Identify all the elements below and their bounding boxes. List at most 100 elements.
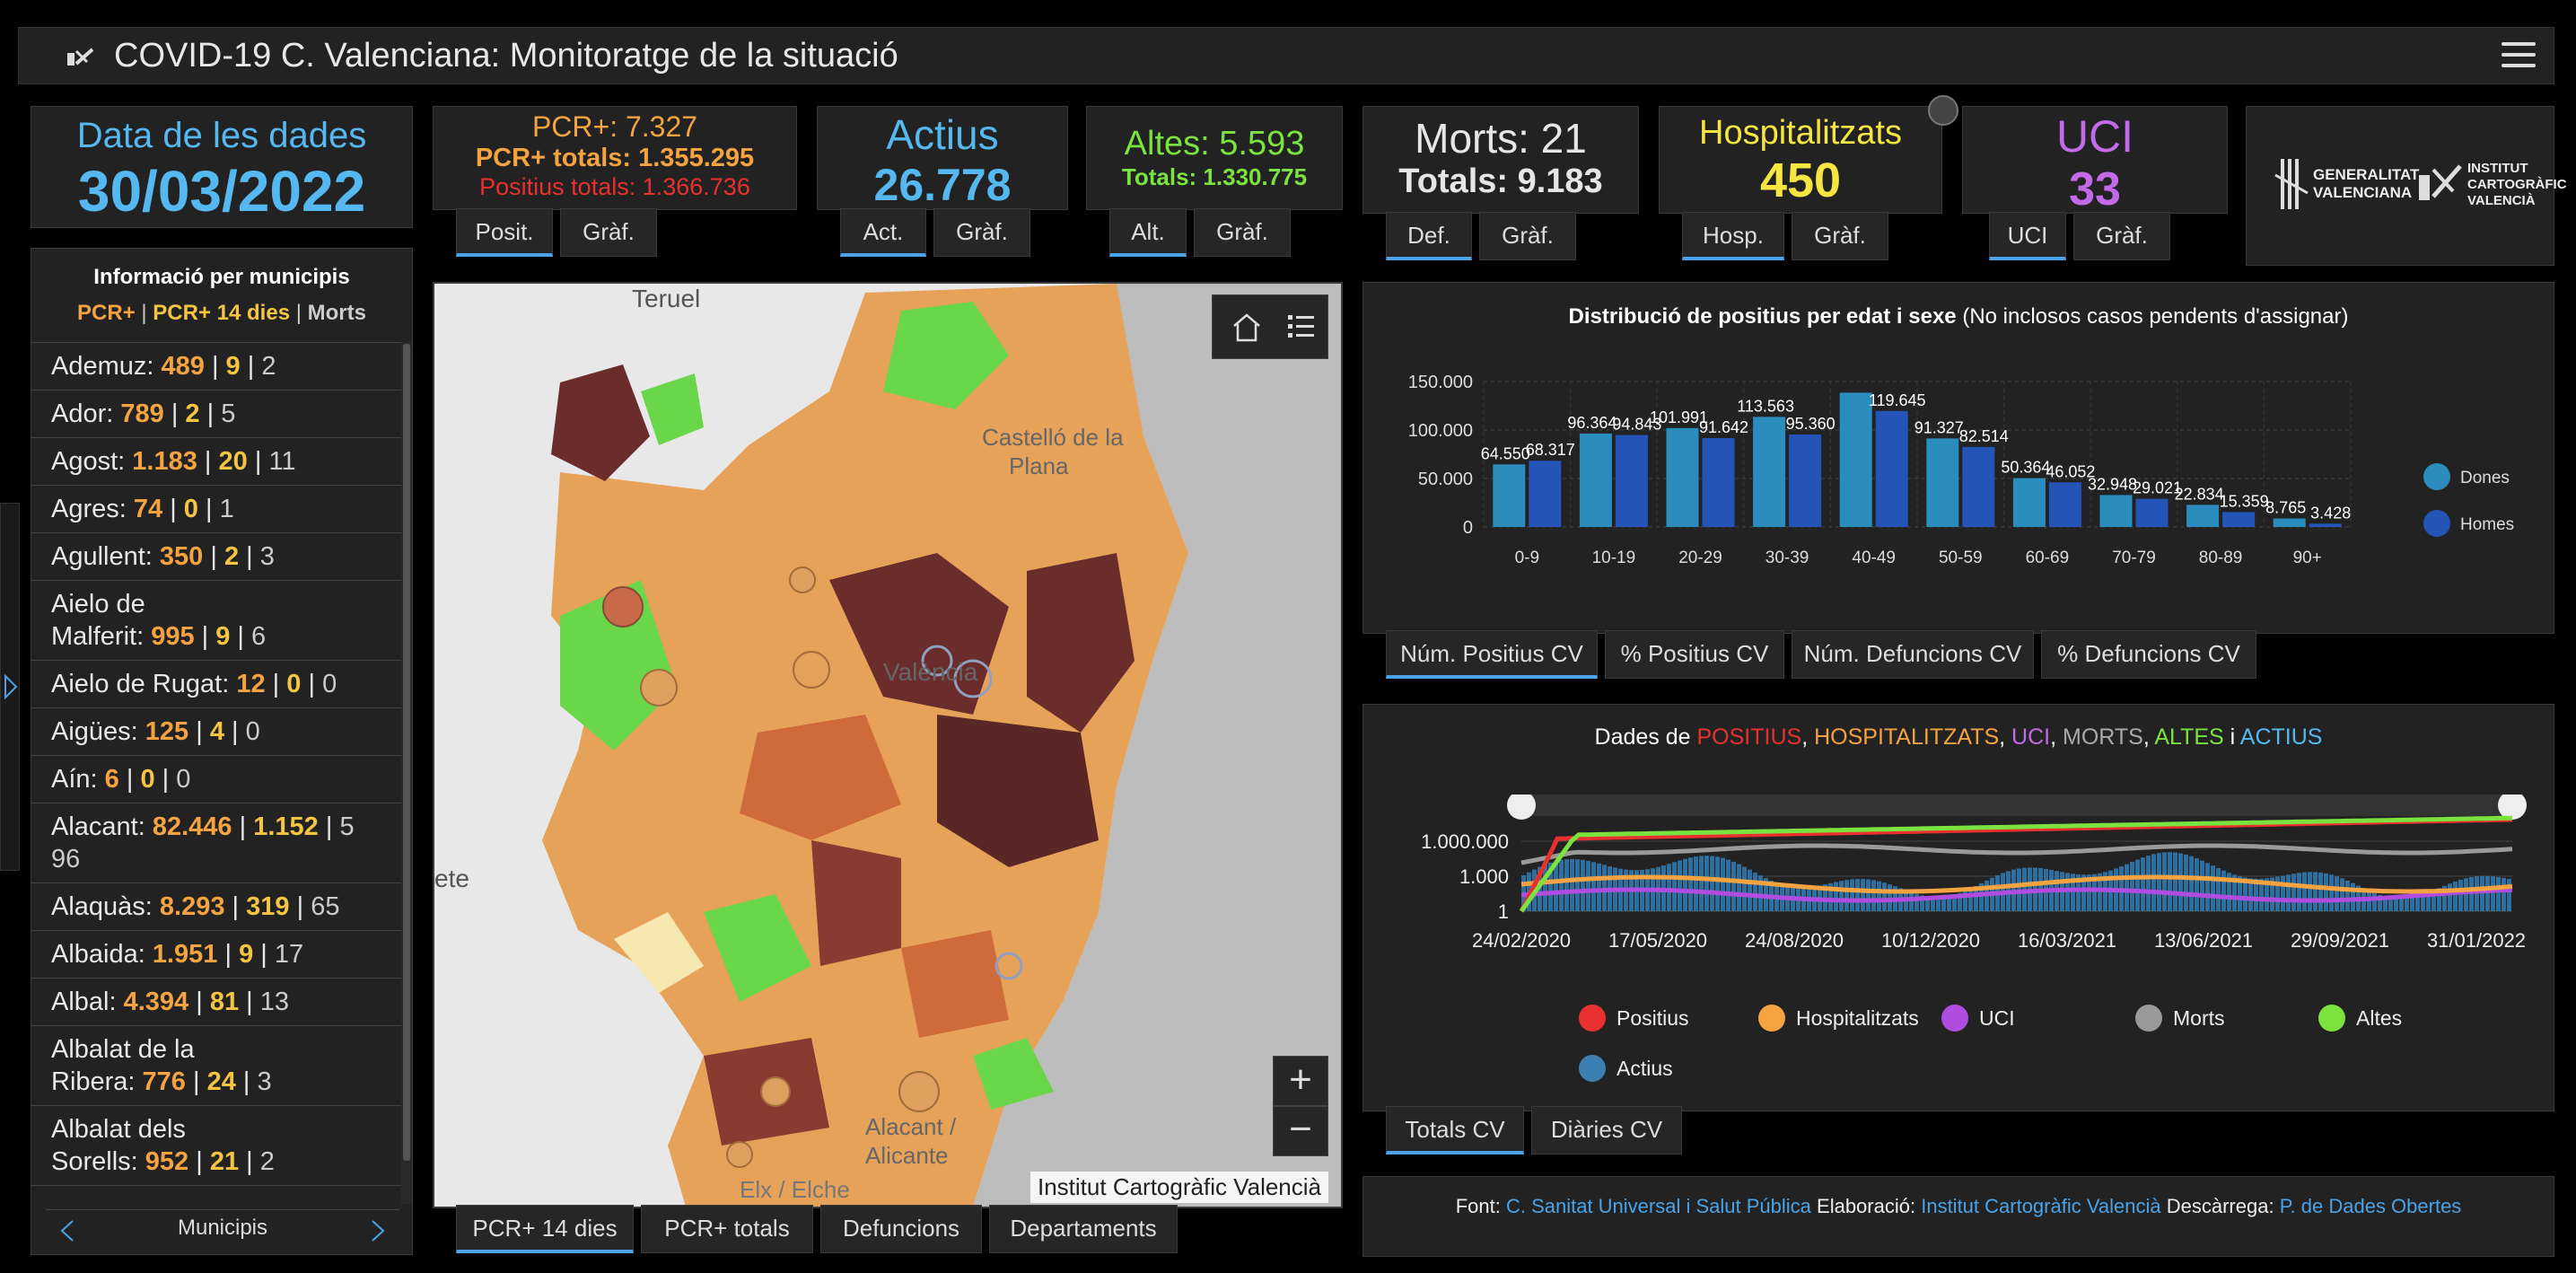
bar-homes[interactable] (2309, 523, 2342, 527)
municipi-pcr14: 9 (215, 622, 231, 651)
age-chart-tab-4[interactable]: % Defuncions CV (2041, 630, 2256, 679)
separator: | (194, 622, 216, 651)
tab-altes[interactable]: Alt. (1109, 208, 1187, 257)
legend-list-icon[interactable] (1286, 312, 1317, 342)
timeline-tab-2[interactable]: Diàries CV (1531, 1106, 1682, 1154)
municipi-row[interactable]: Aín: 6 | 0 | 0 (31, 756, 401, 803)
bar-homes[interactable] (1962, 446, 1995, 527)
legend-item-uci[interactable]: UCI (1941, 1005, 2015, 1032)
timeline-chart[interactable]: 1.000.000 1.000 1 24/02/2020 17/05/2020 24/08… (1363, 795, 2548, 956)
pcr-daily: PCR+: 7.327 (531, 110, 698, 143)
home-icon[interactable] (1231, 312, 1263, 342)
municipi-row[interactable]: Agost: 1.183 | 20 | 11 (31, 438, 401, 486)
municipi-row[interactable]: Albaida: 1.951 | 9 | 17 (31, 931, 401, 979)
font-link[interactable]: C. Sanitat Universal i Salut Pública (1505, 1195, 1811, 1217)
uci-line (1520, 887, 2513, 903)
municipi-row[interactable]: Agres: 74 | 0 | 1 (31, 486, 401, 533)
municipi-row[interactable]: Aielo de Malferit: 995 | 9 | 6 (31, 581, 401, 661)
municipi-morts: 0 (322, 670, 337, 698)
municipi-row[interactable]: Albal: 4.394 | 81 | 13 (31, 979, 401, 1026)
hamburger-menu-icon[interactable] (2502, 42, 2536, 71)
bar-dones[interactable] (2186, 505, 2220, 527)
municipis-list[interactable]: Ademuz: 489 | 9 | 2 Ador: 789 | 2 | 5 Agos… (31, 342, 401, 1205)
bar-dones[interactable] (2273, 518, 2306, 527)
elab-link[interactable]: Institut Cartogràfic Valencià (1921, 1195, 2161, 1217)
bar-homes[interactable] (2048, 482, 2081, 527)
bar-dones[interactable] (1666, 427, 1699, 527)
municipi-row[interactable]: Aigües: 125 | 4 | 0 (31, 708, 401, 756)
zoom-in-button[interactable]: + (1273, 1056, 1328, 1106)
tab-uci[interactable]: UCI (1989, 212, 2066, 260)
bar-dones[interactable] (1753, 417, 1786, 527)
map-canvas[interactable]: Teruel Castelló de la Plana València ete… (434, 284, 1341, 1207)
bar-homes[interactable] (1875, 410, 1908, 527)
bar-homes[interactable] (2222, 512, 2256, 527)
map-tab-4[interactable]: Departaments (989, 1205, 1178, 1253)
x-tick-label: 70-79 (2112, 549, 2156, 567)
bar-dones[interactable] (2012, 478, 2046, 527)
map-label-alacant-1: Alacant / (865, 1113, 957, 1140)
side-panel-toggle[interactable] (0, 503, 20, 871)
tab-actius-graf[interactable]: Gràf. (933, 208, 1030, 257)
desc-link[interactable]: P. de Dades Obertes (2279, 1195, 2462, 1217)
bar-dones[interactable] (1493, 464, 1526, 527)
elab-label: Elaboració: (1817, 1195, 1916, 1217)
map-view[interactable]: Teruel Castelló de la Plana València ete… (433, 282, 1343, 1208)
map-tab-2[interactable]: PCR+ totals (641, 1205, 813, 1253)
expand-icon[interactable] (1928, 95, 1958, 126)
tab-hosp-graf[interactable]: Gràf. (1792, 212, 1888, 260)
age-chart-tab-1[interactable]: Núm. Positius CV (1386, 630, 1598, 679)
chevron-right-icon[interactable] (371, 1219, 385, 1242)
timeline-tab-1[interactable]: Totals CV (1386, 1106, 1524, 1154)
municipi-row[interactable]: Aielo de Rugat: 12 | 0 | 0 (31, 661, 401, 708)
municipi-row[interactable]: Albalat dels Sorells: 952 | 21 | 2 (31, 1106, 401, 1186)
tab-defuncions[interactable]: Def. (1386, 212, 1472, 260)
bar-dones[interactable] (1839, 392, 1872, 527)
municipi-data-line: Aigües: 125 | 4 | 0 (51, 716, 401, 748)
legend-item-actius[interactable]: Actius (1579, 1055, 1673, 1082)
tab-uci-graf[interactable]: Gràf. (2073, 212, 2170, 260)
legend-item-morts[interactable]: Morts (2135, 1005, 2225, 1032)
age-chart-tab-2[interactable]: % Positius CV (1605, 630, 1784, 679)
tab-actius[interactable]: Act. (840, 208, 926, 257)
age-chart-tab-3[interactable]: Núm. Defuncions CV (1792, 630, 2034, 679)
municipi-row[interactable]: Albalat de la Ribera: 776 | 24 | 3 (31, 1026, 401, 1106)
legend-item-altes[interactable]: Altes (2318, 1005, 2402, 1032)
tab-morts-graf[interactable]: Gràf. (1479, 212, 1576, 260)
municipi-row[interactable]: Ademuz: 489 | 9 | 2 (31, 343, 401, 391)
range-slider-track[interactable] (1521, 795, 2512, 816)
actius-bar (2270, 877, 2274, 911)
municipi-row[interactable]: Alaquàs: 8.293 | 319 | 65 (31, 883, 401, 931)
timeline-title-hosp: HOSPITALITZATS (1814, 724, 2000, 750)
scrollbar[interactable] (401, 342, 412, 1204)
bar-homes[interactable] (1615, 435, 1648, 527)
tab-positius[interactable]: Posit. (456, 208, 553, 257)
legend-sep-2: | (295, 301, 302, 325)
map-tab-1[interactable]: PCR+ 14 dies (456, 1205, 634, 1253)
actius-bar (1721, 857, 1725, 911)
actius-bar (1694, 856, 1698, 911)
municipi-row[interactable]: Ador: 789 | 2 | 5 (31, 391, 401, 438)
chevron-left-icon[interactable] (60, 1219, 74, 1242)
legend-item-hospitalitzats[interactable]: Hospitalitzats (1758, 1005, 1919, 1032)
range-handle-end[interactable] (2498, 795, 2527, 820)
morts-tabs: Def. Gràf. (1386, 212, 1576, 260)
map-label-alacant-2: Alicante (865, 1142, 949, 1169)
municipi-row[interactable]: Agullent: 350 | 2 | 3 (31, 533, 401, 581)
bar-value-label: 46.052 (2046, 462, 2095, 480)
tab-altes-graf[interactable]: Gràf. (1194, 208, 1291, 257)
zoom-out-button[interactable]: − (1273, 1106, 1328, 1156)
bar-homes[interactable] (1702, 438, 1735, 527)
bar-homes[interactable] (1789, 435, 1822, 527)
municipi-row[interactable]: Alacant: 82.446 | 1.152 | 5 96 (31, 803, 401, 883)
bar-dones[interactable] (1579, 433, 1612, 527)
bar-homes[interactable] (2135, 498, 2169, 527)
bar-dones[interactable] (1926, 438, 1959, 527)
bar-dones[interactable] (2099, 495, 2133, 527)
tab-pcr-graf[interactable]: Gràf. (560, 208, 657, 257)
bar-homes[interactable] (1529, 461, 1562, 527)
map-tab-3[interactable]: Defuncions (820, 1205, 982, 1253)
range-handle-start[interactable] (1507, 795, 1536, 820)
tab-hosp[interactable]: Hosp. (1682, 212, 1784, 260)
legend-item-positius[interactable]: Positius (1579, 1005, 1689, 1032)
